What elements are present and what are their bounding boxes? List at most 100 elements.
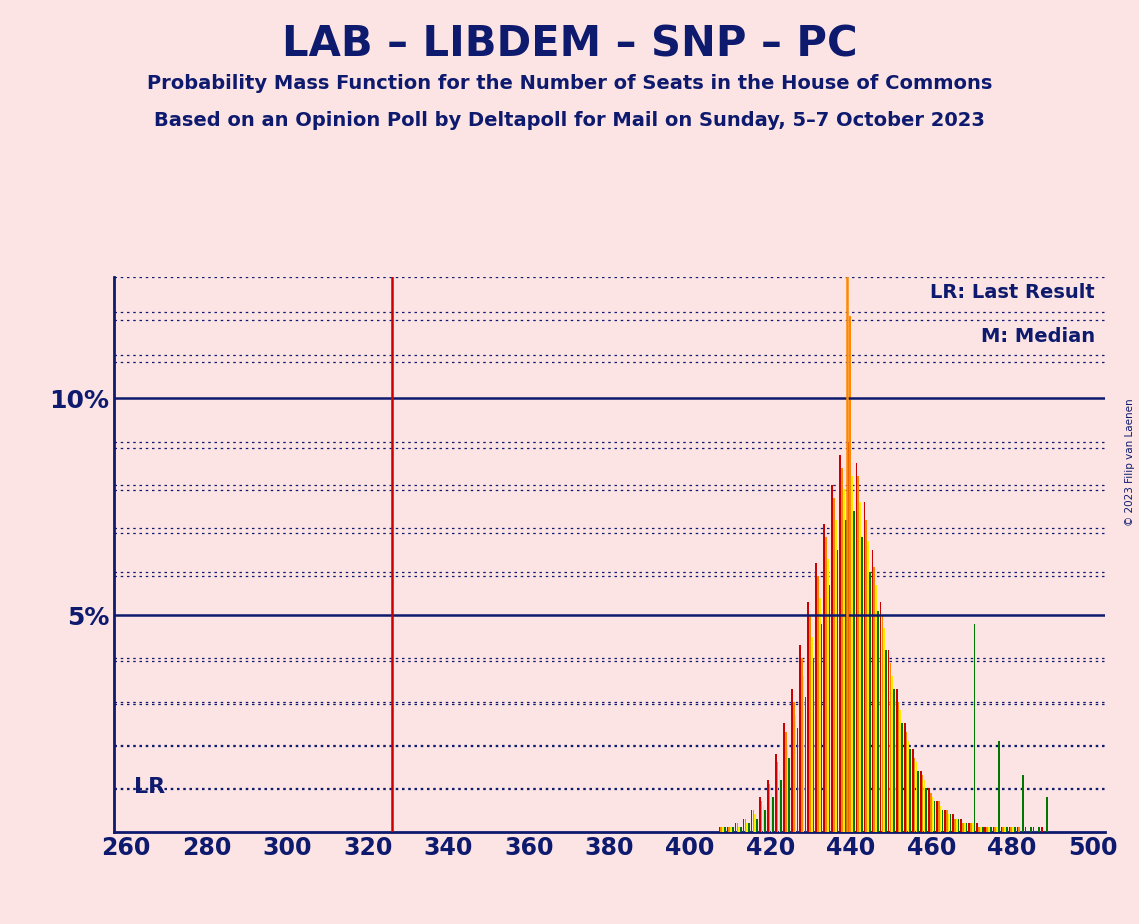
Bar bbox=[724, 827, 726, 832]
Bar bbox=[916, 762, 917, 832]
Bar bbox=[1000, 827, 1002, 832]
Bar bbox=[837, 550, 838, 832]
Bar bbox=[821, 624, 822, 832]
Bar bbox=[843, 490, 845, 832]
Bar bbox=[990, 827, 992, 832]
Bar bbox=[772, 796, 775, 832]
Bar bbox=[928, 788, 929, 832]
Bar bbox=[974, 624, 975, 832]
Bar bbox=[924, 780, 925, 832]
Bar bbox=[936, 801, 937, 832]
Bar bbox=[740, 827, 741, 832]
Bar bbox=[874, 567, 875, 832]
Bar bbox=[850, 316, 851, 832]
Bar bbox=[819, 598, 820, 832]
Bar bbox=[877, 611, 879, 832]
Bar bbox=[950, 814, 951, 832]
Bar bbox=[882, 615, 883, 832]
Bar bbox=[1013, 827, 1014, 832]
Bar bbox=[795, 714, 796, 832]
Bar bbox=[921, 775, 924, 832]
Bar bbox=[761, 801, 762, 832]
Bar bbox=[831, 485, 833, 832]
Bar bbox=[754, 814, 756, 832]
Bar bbox=[994, 827, 995, 832]
Bar bbox=[901, 723, 903, 832]
Bar bbox=[735, 823, 737, 832]
Bar bbox=[984, 827, 986, 832]
Bar bbox=[1025, 827, 1026, 832]
Bar bbox=[845, 519, 846, 832]
Bar bbox=[904, 723, 906, 832]
Bar bbox=[751, 810, 753, 832]
Bar bbox=[917, 771, 919, 832]
Bar bbox=[727, 827, 728, 832]
Text: LAB – LIBDEM – SNP – PC: LAB – LIBDEM – SNP – PC bbox=[281, 23, 858, 65]
Bar bbox=[978, 827, 980, 832]
Bar bbox=[926, 788, 927, 832]
Bar bbox=[812, 658, 814, 832]
Bar bbox=[970, 823, 972, 832]
Bar bbox=[942, 810, 943, 832]
Bar bbox=[1017, 827, 1018, 832]
Bar bbox=[769, 784, 770, 832]
Text: © 2023 Filip van Laenen: © 2023 Filip van Laenen bbox=[1125, 398, 1134, 526]
Bar bbox=[801, 658, 803, 832]
Bar bbox=[954, 819, 956, 832]
Bar bbox=[1039, 827, 1040, 832]
Bar bbox=[863, 503, 866, 832]
Bar bbox=[952, 814, 953, 832]
Bar bbox=[966, 823, 967, 832]
Bar bbox=[853, 511, 854, 832]
Bar bbox=[960, 819, 962, 832]
Bar bbox=[839, 455, 841, 832]
Bar bbox=[879, 602, 882, 832]
Bar bbox=[1009, 827, 1010, 832]
Bar bbox=[847, 442, 850, 832]
Bar bbox=[1002, 827, 1005, 832]
Text: M: Median: M: Median bbox=[981, 327, 1095, 346]
Bar bbox=[1030, 827, 1032, 832]
Bar bbox=[1022, 775, 1024, 832]
Bar bbox=[986, 827, 988, 832]
Bar bbox=[762, 806, 764, 832]
Bar bbox=[932, 796, 933, 832]
Bar bbox=[785, 732, 787, 832]
Bar bbox=[982, 827, 983, 832]
Bar bbox=[745, 819, 746, 832]
Bar bbox=[989, 827, 990, 832]
Text: Based on an Opinion Poll by Deltapoll for Mail on Sunday, 5–7 October 2023: Based on an Opinion Poll by Deltapoll fo… bbox=[154, 111, 985, 130]
Bar bbox=[732, 827, 734, 832]
Bar bbox=[958, 819, 959, 832]
Bar bbox=[825, 537, 827, 832]
Bar bbox=[767, 780, 769, 832]
Bar bbox=[900, 711, 901, 832]
Bar bbox=[780, 780, 782, 832]
Bar bbox=[998, 741, 1000, 832]
Bar bbox=[787, 745, 788, 832]
Bar bbox=[729, 827, 730, 832]
Bar bbox=[756, 819, 757, 832]
Bar bbox=[948, 814, 950, 832]
Bar bbox=[1033, 827, 1034, 832]
Bar bbox=[962, 823, 964, 832]
Bar bbox=[867, 541, 869, 832]
Bar bbox=[730, 827, 732, 832]
Bar bbox=[804, 698, 806, 832]
Bar bbox=[737, 823, 738, 832]
Bar bbox=[893, 688, 895, 832]
Bar bbox=[980, 827, 982, 832]
Bar bbox=[823, 524, 825, 832]
Bar bbox=[906, 732, 908, 832]
Bar bbox=[913, 758, 916, 832]
Bar bbox=[759, 796, 761, 832]
Bar bbox=[992, 827, 994, 832]
Bar bbox=[817, 576, 819, 832]
Bar bbox=[947, 810, 948, 832]
Bar bbox=[775, 754, 777, 832]
Bar bbox=[1018, 827, 1021, 832]
Bar bbox=[746, 823, 748, 832]
Bar bbox=[1010, 827, 1013, 832]
Bar bbox=[803, 675, 804, 832]
Bar bbox=[858, 477, 859, 832]
